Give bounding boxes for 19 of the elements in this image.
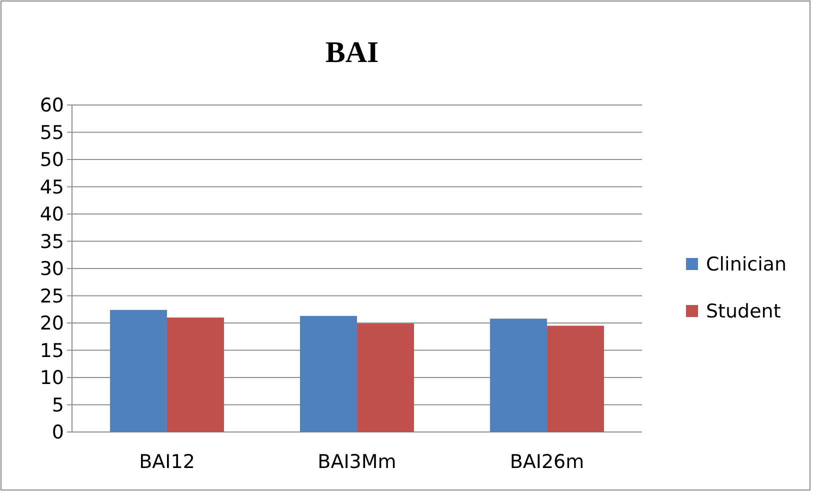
y-tick-label: 0 — [52, 422, 64, 444]
y-tick-label: 50 — [40, 149, 64, 172]
y-tick-label: 15 — [40, 340, 64, 362]
x-tick-label: BAI12 — [139, 451, 195, 473]
x-tick-label: BAI26m — [510, 451, 584, 473]
y-tick-label: 55 — [40, 122, 64, 144]
y-tick-label: 30 — [40, 258, 64, 280]
legend-label: Student — [706, 300, 781, 323]
chart-title: BAI — [325, 36, 379, 69]
y-tick-label: 40 — [40, 204, 64, 226]
x-tick-label: BAI3Mm — [318, 451, 396, 473]
y-tick-label: 60 — [40, 94, 64, 117]
y-tick-label: 10 — [40, 367, 64, 390]
legend-label: Clinician — [706, 254, 787, 276]
y-tick-label: 20 — [40, 312, 64, 335]
y-tick-label: 5 — [52, 394, 64, 416]
y-tick-label: 35 — [40, 230, 64, 253]
y-tick-label: 45 — [40, 176, 64, 198]
y-tick-label: 25 — [40, 285, 64, 308]
